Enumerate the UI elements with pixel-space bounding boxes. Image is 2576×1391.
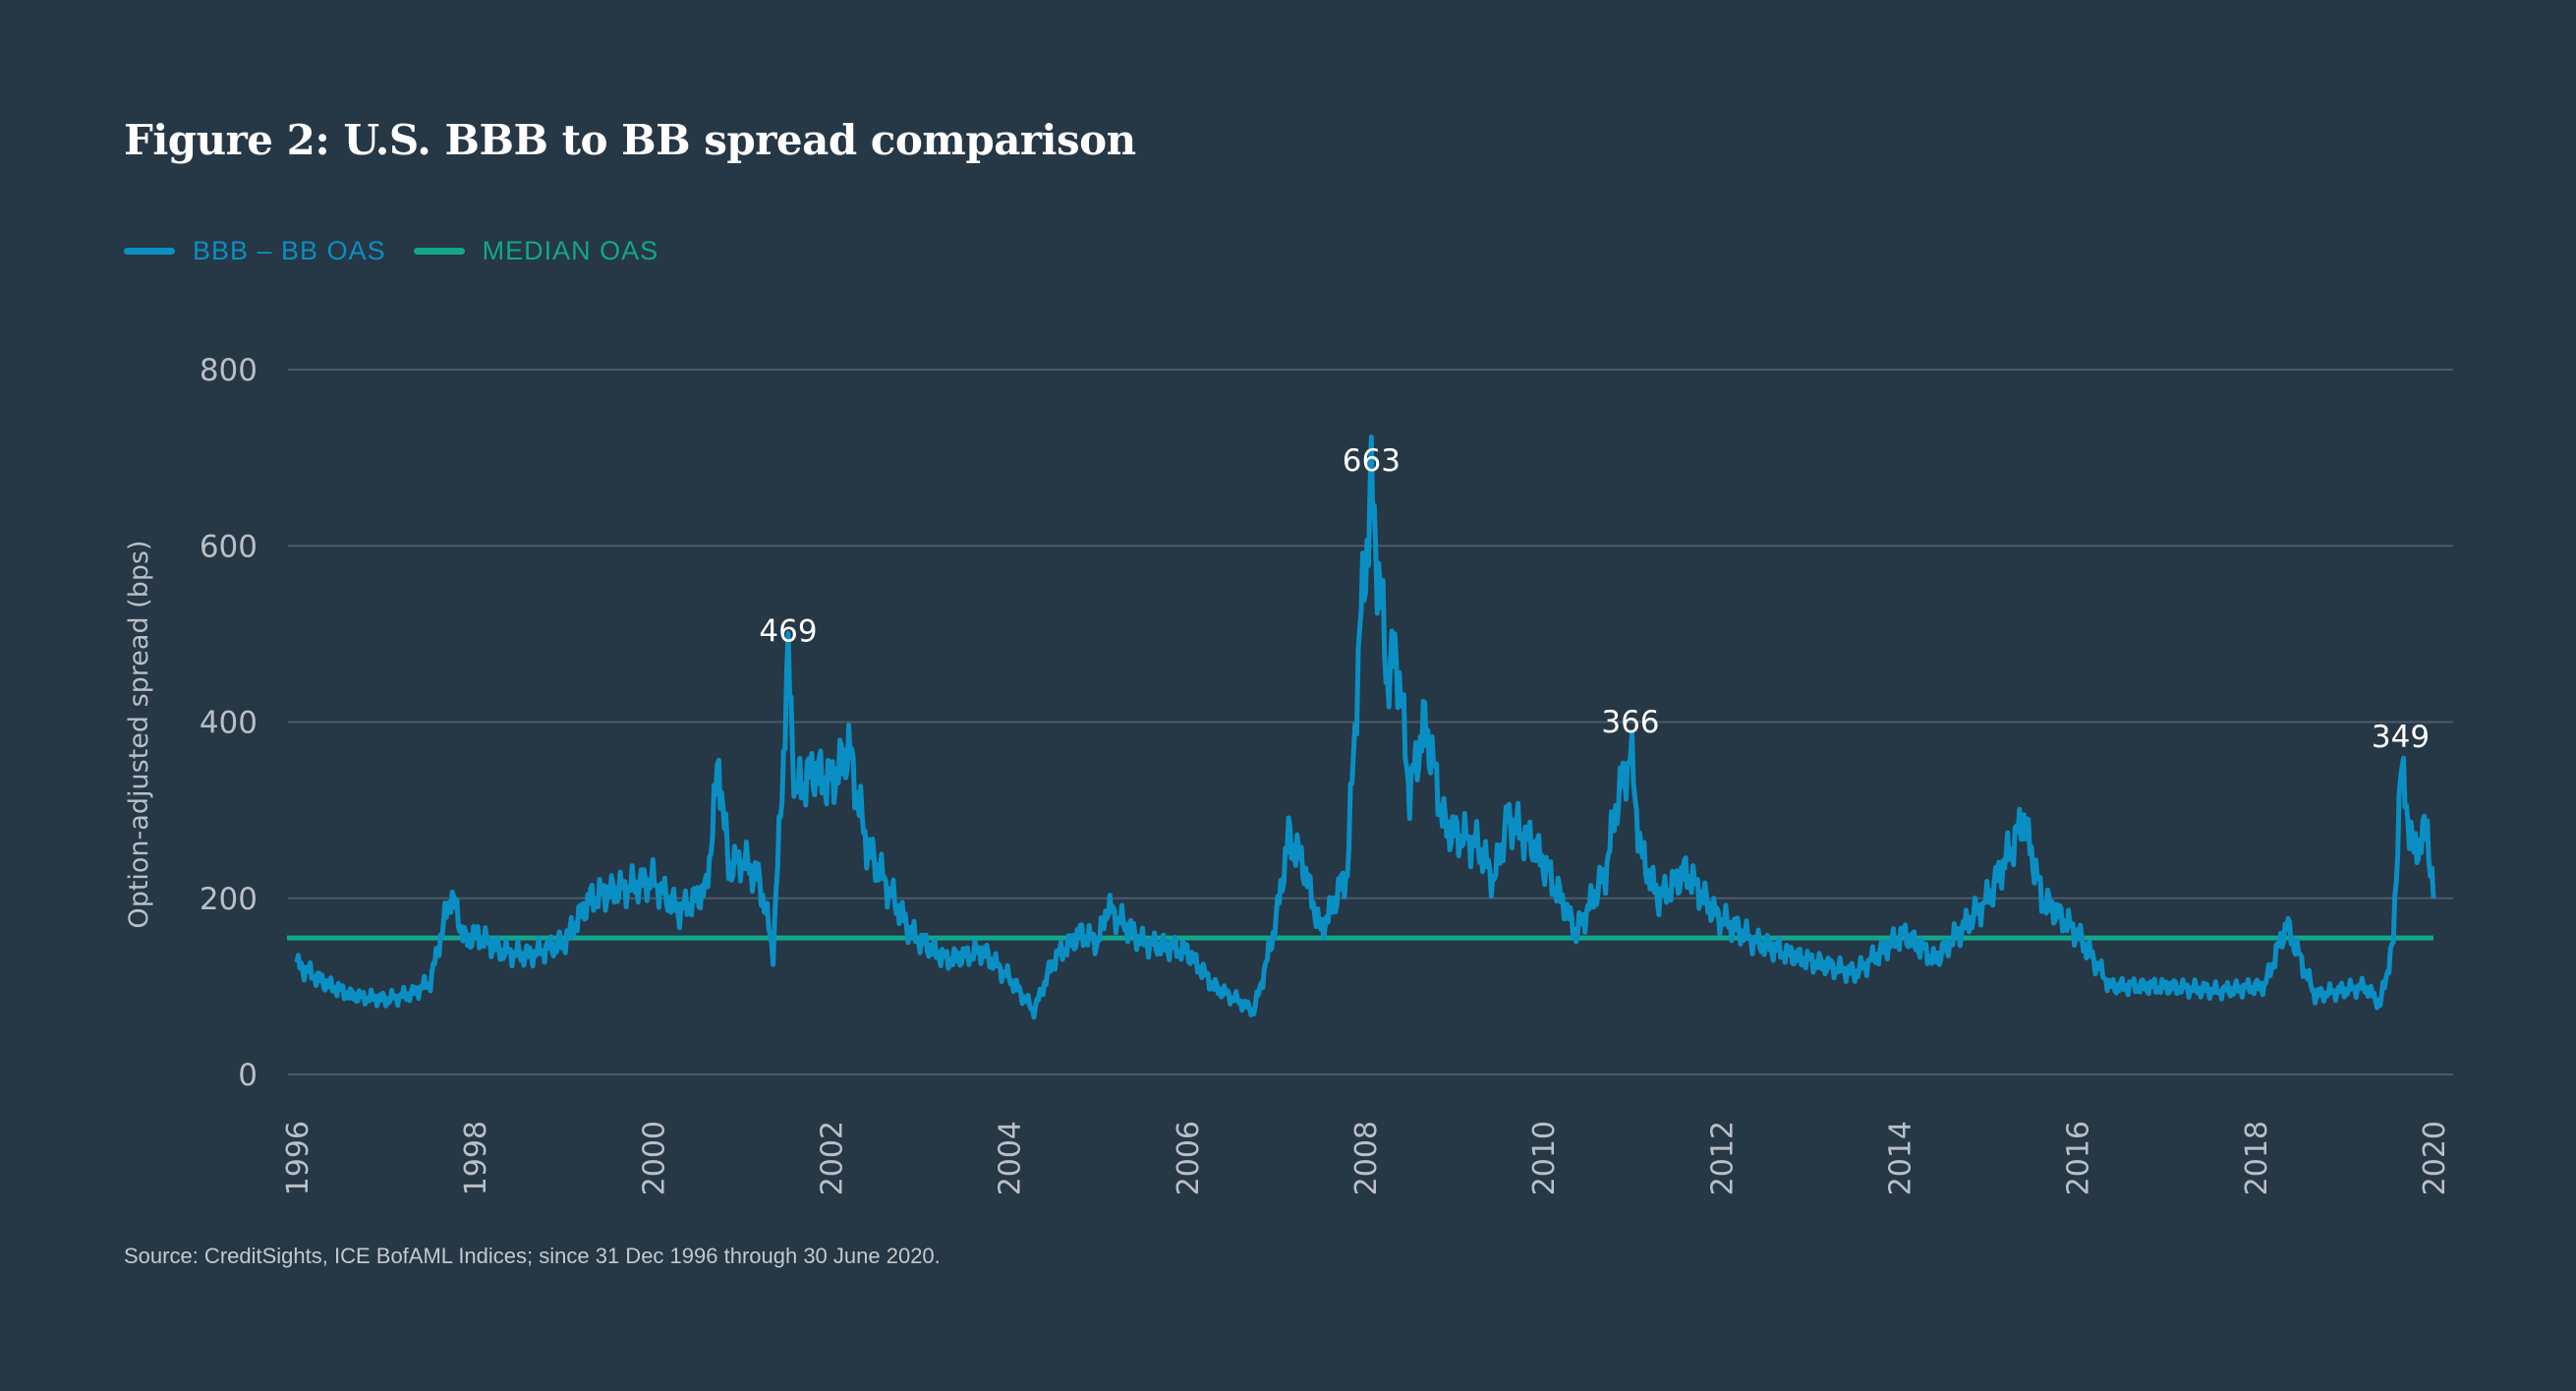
x-tick-label: 2014 xyxy=(1884,1121,1918,1195)
y-tick-label: 200 xyxy=(200,882,258,917)
legend-swatch xyxy=(413,248,465,255)
y-tick-label: 400 xyxy=(200,706,258,741)
series-line-bbb-bb-oas xyxy=(294,435,2436,1020)
x-tick-label: 2008 xyxy=(1349,1121,1384,1195)
peak-annotation: 349 xyxy=(2372,720,2430,755)
x-tick-label: 2004 xyxy=(994,1121,1028,1195)
chart-title: Figure 2: U.S. BBB to BB spread comparis… xyxy=(124,116,1136,164)
x-tick-label: 2012 xyxy=(1705,1121,1740,1195)
source-note: Source: CreditSights, ICE BofAML Indices… xyxy=(124,1244,941,1268)
x-tick-label: 1996 xyxy=(281,1121,315,1195)
x-tick-label: 2020 xyxy=(2418,1121,2452,1195)
x-tick-label: 2000 xyxy=(637,1121,671,1195)
y-axis-label: Option-adjusted spread (bps) xyxy=(124,540,154,928)
peak-annotation: 469 xyxy=(759,614,817,650)
legend-item-median-oas: MEDIAN OAS xyxy=(413,236,659,266)
y-tick-label: 800 xyxy=(200,353,258,388)
legend: BBB – BB OAS MEDIAN OAS xyxy=(124,236,686,266)
peak-annotation: 366 xyxy=(1601,705,1659,740)
y-tick-label: 0 xyxy=(238,1058,258,1093)
x-tick-label: 2018 xyxy=(2240,1121,2274,1195)
x-tick-label: 2010 xyxy=(1527,1121,1562,1195)
x-tick-label: 2006 xyxy=(1172,1121,1206,1195)
x-tick-label: 2016 xyxy=(2062,1121,2096,1195)
peak-annotation: 663 xyxy=(1343,443,1401,479)
legend-label: BBB – BB OAS xyxy=(193,236,386,265)
legend-label: MEDIAN OAS xyxy=(482,236,659,265)
x-tick-label: 1998 xyxy=(459,1121,493,1195)
x-tick-label: 2002 xyxy=(816,1121,850,1195)
y-tick-label: 600 xyxy=(200,529,258,564)
legend-item-bbb-bb-oas: BBB – BB OAS xyxy=(124,236,386,266)
legend-swatch xyxy=(124,248,175,255)
